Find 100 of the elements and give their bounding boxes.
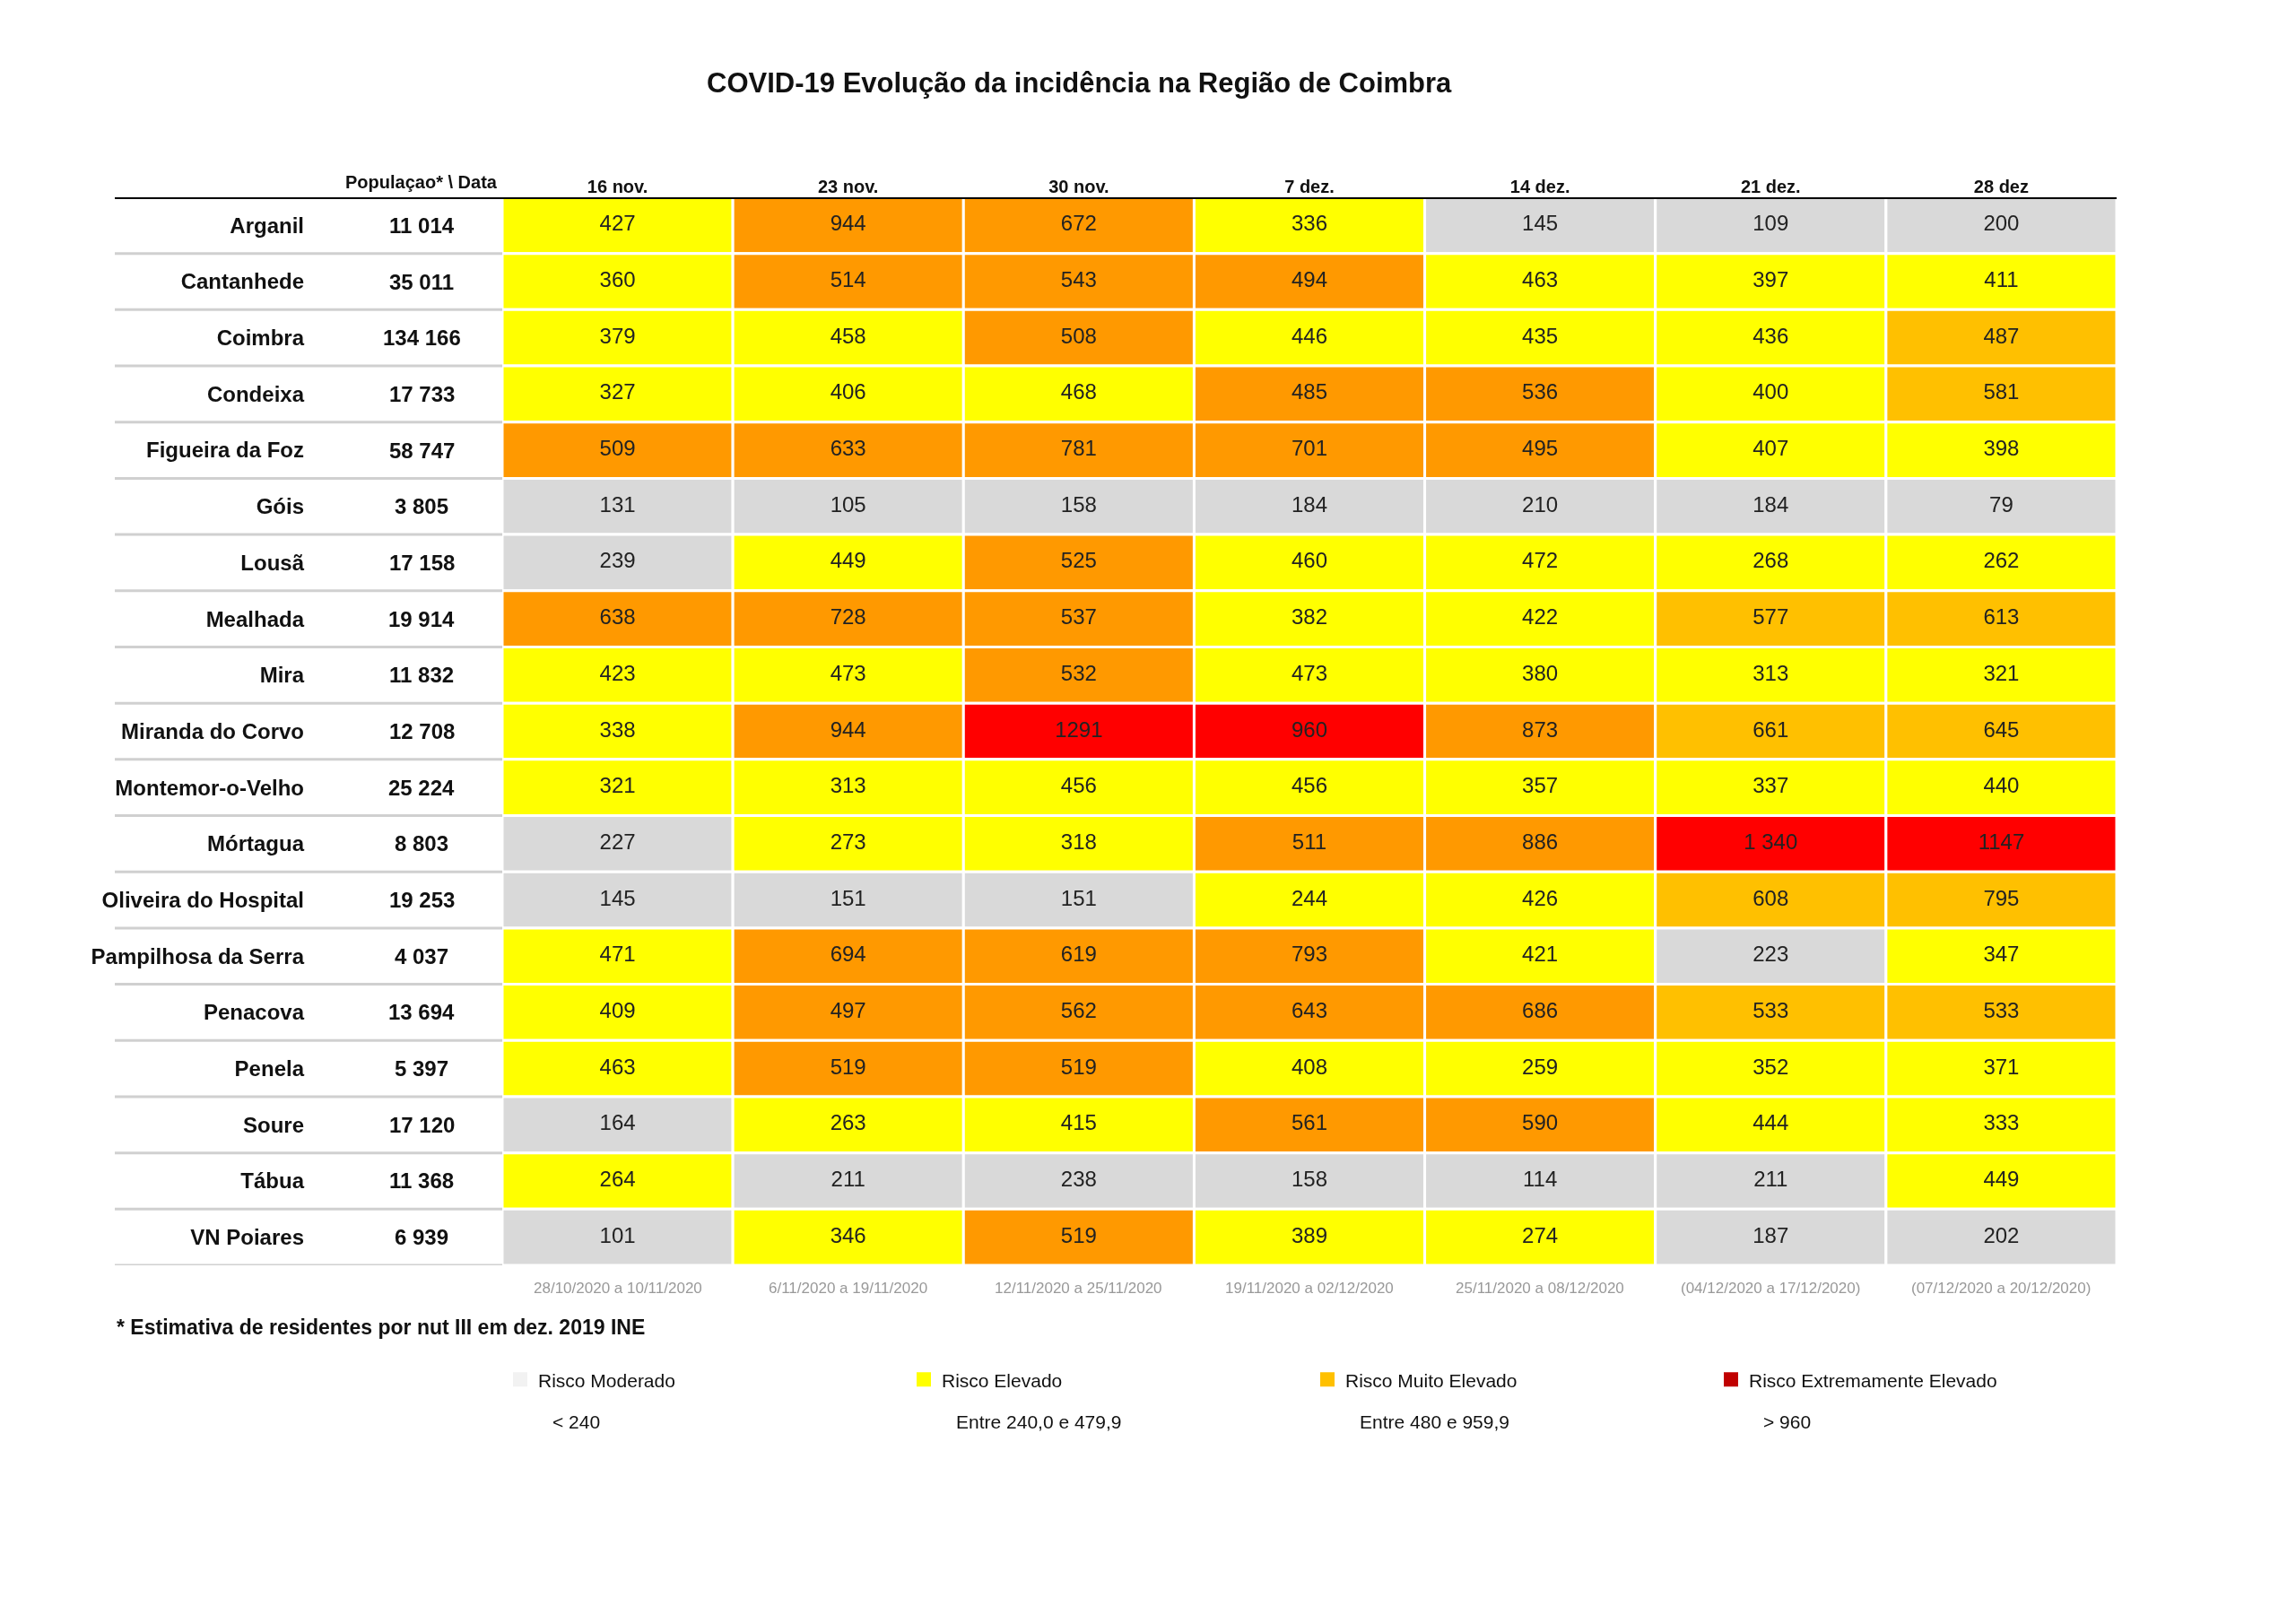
- data-label: 468: [1060, 379, 1097, 404]
- legend-label: Risco Moderado: [538, 1369, 675, 1391]
- y2-tick-label: 19 253: [389, 888, 456, 912]
- data-label: 422: [1522, 604, 1559, 630]
- data-label: 446: [1291, 323, 1328, 348]
- data-label: 1147: [1978, 829, 2025, 854]
- y-tick-label: Mealhada: [205, 606, 305, 631]
- data-label: 346: [830, 1222, 866, 1247]
- data-label: 411: [1984, 267, 2019, 292]
- data-label: 444: [1752, 1110, 1789, 1135]
- data-label: 514: [830, 267, 866, 292]
- data-label: 532: [1060, 660, 1097, 685]
- text: Entre 240,0 e 479,9: [956, 1411, 1122, 1432]
- data-label: 661: [1752, 716, 1789, 742]
- data-label: 409: [599, 997, 636, 1022]
- data-label: 423: [599, 660, 636, 685]
- y2-tick-label: 5 397: [395, 1056, 449, 1081]
- text: (07/12/2020 a 20/12/2020): [1911, 1280, 2092, 1297]
- y-tick-label: Montemor-o-Velho: [115, 775, 304, 800]
- legend-label: Risco Extremamente Elevado: [1749, 1369, 1997, 1391]
- y2-axis-title: Populaçao* \ Data: [345, 172, 498, 192]
- y-tick-label: Soure: [242, 1112, 304, 1137]
- data-label: 263: [830, 1110, 866, 1135]
- legend-label: Risco Elevado: [942, 1369, 1063, 1391]
- data-label: 105: [830, 491, 866, 517]
- data-label: 321: [599, 773, 636, 798]
- data-label: 608: [1752, 885, 1789, 910]
- data-label: 406: [830, 379, 866, 404]
- data-label: 458: [830, 323, 866, 348]
- x-tick-label: 14 dez.: [1509, 177, 1570, 196]
- y-tick-label: Pampilhosa da Serra: [91, 943, 305, 968]
- data-label: 187: [1752, 1222, 1789, 1247]
- y-tick-label: Mórtagua: [207, 831, 305, 856]
- data-label: 519: [830, 1054, 866, 1079]
- data-label: 347: [1983, 942, 2020, 967]
- data-label: 495: [1522, 436, 1559, 461]
- data-label: 313: [1752, 660, 1789, 685]
- data-label: 440: [1983, 773, 2020, 798]
- data-label: 408: [1291, 1054, 1328, 1079]
- data-label: 338: [599, 716, 636, 742]
- data-label: 460: [1291, 548, 1328, 573]
- data-label: 145: [599, 885, 636, 910]
- y-tick-label: Arganil: [230, 213, 304, 238]
- y-tick-label: Góis: [256, 494, 304, 519]
- data-label: 449: [1983, 1166, 2020, 1191]
- data-label: 327: [599, 379, 636, 404]
- y2-tick-label: 134 166: [383, 326, 461, 350]
- data-label: 360: [599, 267, 636, 292]
- y2-tick-label: 35 011: [389, 270, 455, 294]
- data-label: 456: [1060, 773, 1097, 798]
- text: 28/10/2020 a 10/11/2020: [534, 1280, 702, 1297]
- data-label: 427: [599, 211, 636, 236]
- y2-tick-label: 3 805: [395, 494, 449, 518]
- data-label: 211: [831, 1166, 865, 1191]
- data-label: 944: [830, 211, 866, 236]
- data-label: 543: [1060, 267, 1097, 292]
- y-tick-label: Lousã: [240, 550, 305, 575]
- data-label: 239: [599, 548, 636, 573]
- data-label: 536: [1522, 379, 1559, 404]
- text: 12/11/2020 a 25/11/2020: [995, 1280, 1162, 1297]
- y2-tick-label: 12 708: [389, 719, 456, 743]
- data-label: 643: [1291, 997, 1328, 1022]
- data-label: 613: [1983, 604, 2020, 630]
- data-label: 701: [1291, 436, 1328, 461]
- y2-tick-label: 19 914: [388, 607, 456, 631]
- data-label: 151: [1060, 885, 1097, 910]
- data-label: 494: [1291, 267, 1328, 292]
- data-label: 672: [1060, 211, 1097, 236]
- text: 6/11/2020 a 19/11/2020: [769, 1280, 928, 1297]
- data-label: 318: [1060, 829, 1097, 854]
- data-label: 519: [1060, 1054, 1097, 1079]
- data-label: 463: [599, 1054, 636, 1079]
- y2-tick-label: 17 158: [389, 551, 456, 575]
- data-label: 158: [1060, 491, 1097, 517]
- data-label: 145: [1522, 211, 1559, 236]
- data-label: 426: [1522, 885, 1559, 910]
- data-label: 473: [830, 660, 866, 685]
- data-label: 781: [1060, 436, 1097, 461]
- data-label: 449: [830, 548, 866, 573]
- data-label: 407: [1752, 436, 1789, 461]
- data-label: 873: [1522, 716, 1559, 742]
- data-label: 511: [1292, 829, 1327, 854]
- data-label: 619: [1060, 942, 1097, 967]
- x-tick-label: 30 nov.: [1048, 177, 1109, 196]
- text: < 240: [552, 1411, 601, 1432]
- y2-tick-label: 17 120: [389, 1113, 456, 1137]
- text: * Estimativa de residentes por nut III em dez. 2019 INE: [117, 1316, 646, 1339]
- y-tick-label: Oliveira do Hospital: [101, 887, 304, 912]
- data-label: 497: [830, 997, 866, 1022]
- data-label: 686: [1522, 997, 1559, 1022]
- data-label: 638: [599, 604, 636, 630]
- data-label: 435: [1522, 323, 1559, 348]
- data-label: 337: [1752, 773, 1789, 798]
- data-label: 352: [1752, 1054, 1789, 1079]
- legend-label: Risco Muito Elevado: [1345, 1369, 1518, 1391]
- text: Entre 480 e 959,9: [1360, 1411, 1509, 1432]
- text: (04/12/2020 a 17/12/2020): [1681, 1280, 1861, 1297]
- data-label: 645: [1983, 716, 2020, 742]
- data-label: 227: [599, 829, 636, 854]
- data-label: 487: [1983, 323, 2020, 348]
